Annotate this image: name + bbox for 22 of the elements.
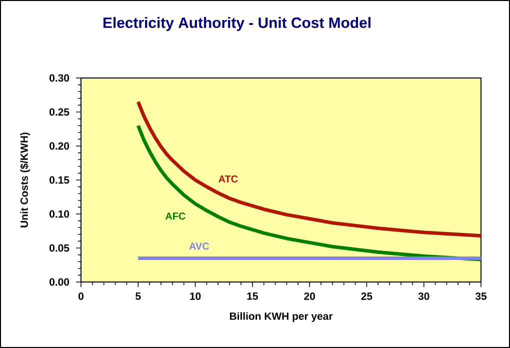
x-tick-label: 25 bbox=[361, 292, 372, 300]
y-tick-label: 0.05 bbox=[50, 244, 70, 252]
x-tick-label: 20 bbox=[304, 292, 315, 300]
x-axis-title: Billion KWH per year bbox=[230, 312, 333, 322]
y-tick-label: 0.15 bbox=[50, 176, 70, 184]
y-tick-label: 0.00 bbox=[50, 278, 70, 286]
y-tick-label: 0.25 bbox=[50, 108, 70, 116]
y-tick-label: 0.10 bbox=[50, 210, 70, 218]
y-tick-label: 0.20 bbox=[50, 142, 70, 150]
y-tick-label: 0.30 bbox=[50, 74, 70, 82]
chart-title: Electricity Authority - Unit Cost Model bbox=[104, 17, 370, 31]
y-axis-title: Unit Costs ($/KWH) bbox=[20, 132, 30, 228]
line-series bbox=[136, 100, 483, 238]
x-tick-label: 5 bbox=[136, 292, 141, 300]
x-tick-label: 10 bbox=[190, 292, 201, 300]
x-tick-label: 0 bbox=[78, 292, 84, 300]
series-label: AVC bbox=[189, 242, 210, 250]
x-tick-label: 15 bbox=[247, 292, 258, 300]
x-tick-label: 35 bbox=[475, 292, 487, 300]
series-label: AFC bbox=[165, 212, 186, 220]
x-tick-label: 30 bbox=[418, 292, 430, 300]
series-label: ATC bbox=[218, 175, 238, 182]
